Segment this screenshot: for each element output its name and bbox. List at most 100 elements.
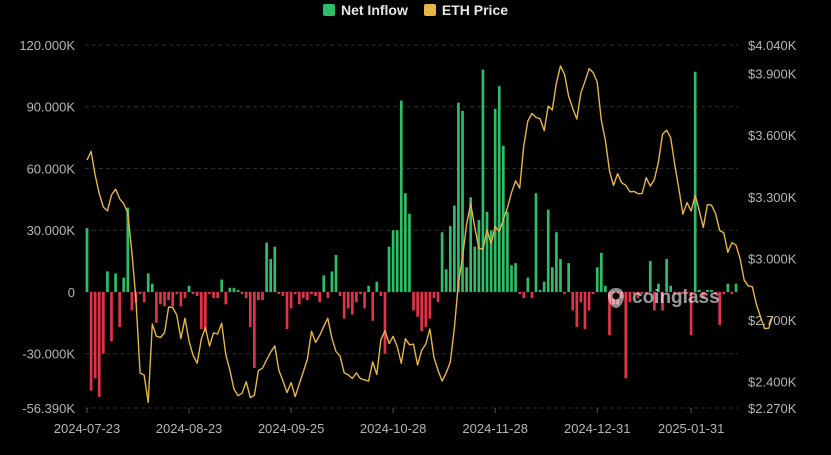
inflow-bar	[281, 291, 285, 297]
inflow-bar	[734, 283, 738, 292]
inflow-bar	[408, 213, 411, 292]
inflow-bar	[126, 207, 130, 292]
inflow-bar	[391, 230, 395, 292]
inflow-bar	[571, 291, 575, 311]
inflow-bar	[240, 291, 244, 295]
inflow-bar	[101, 291, 105, 354]
inflow-bar	[330, 271, 334, 292]
inflow-bar	[285, 291, 289, 329]
inflow-bar	[114, 273, 117, 292]
inflow-bar	[110, 291, 113, 342]
inflow-bar	[142, 291, 146, 303]
inflow-bar	[444, 269, 448, 292]
inflow-bar	[310, 291, 313, 295]
inflow-bar	[371, 291, 375, 321]
inflow-bar	[85, 228, 89, 292]
inflow-bar	[665, 259, 668, 292]
inflow-bar	[477, 219, 481, 292]
y-right-tick-label: $4.040K	[748, 38, 797, 53]
inflow-bar	[204, 291, 207, 332]
inflow-bar	[301, 291, 305, 299]
inflow-bar	[338, 291, 342, 297]
x-tick-label: 2024-09-25	[258, 421, 325, 436]
legend: Net Inflow ETH Price	[0, 2, 831, 18]
inflow-bar	[412, 291, 415, 311]
inflow-bar	[522, 291, 526, 299]
y-right-tick-label: $2.400K	[748, 374, 797, 389]
inflow-bar	[265, 242, 268, 292]
y-right-tick-label: $3.600K	[748, 128, 797, 143]
inflow-bar	[171, 291, 175, 307]
x-tick-label: 2025-01-31	[658, 421, 725, 436]
inflow-bar	[122, 277, 126, 292]
inflow-bar	[277, 291, 281, 295]
inflow-bar	[628, 291, 632, 303]
inflow-bar	[587, 291, 591, 311]
x-tick-label: 2024-10-28	[360, 421, 427, 436]
inflow-bar	[375, 281, 379, 292]
inflow-bar	[542, 281, 546, 292]
legend-item-net-inflow[interactable]: Net Inflow	[322, 2, 408, 18]
inflow-bar	[118, 291, 121, 327]
inflow-bar	[669, 285, 673, 292]
inflow-bar	[155, 291, 158, 323]
inflow-bar	[559, 259, 562, 292]
inflow-bar	[97, 291, 101, 397]
inflow-bar	[693, 71, 697, 292]
y-left-tick-label: 60.000K	[27, 161, 76, 176]
inflow-bar	[306, 291, 309, 301]
legend-label-eth-price: ETH Price	[441, 2, 509, 18]
inflow-bar	[334, 254, 338, 292]
inflow-bar	[379, 291, 383, 297]
inflow-bar	[232, 287, 236, 292]
inflow-bar	[297, 291, 301, 305]
inflow-bar	[591, 291, 595, 295]
inflow-bar	[420, 291, 424, 332]
inflow-bar	[432, 291, 436, 299]
inflow-bar	[697, 289, 701, 292]
inflow-bar	[726, 283, 730, 292]
inflow-bar	[530, 291, 534, 299]
inflow-bar	[710, 289, 713, 292]
inflow-bar	[661, 291, 664, 311]
inflow-bar	[175, 291, 179, 295]
coinglass-logo-icon	[608, 288, 624, 308]
y-left-tick-label: 120.000K	[19, 38, 75, 53]
inflow-bar	[506, 211, 509, 292]
y-right-tick-label: $3.000K	[748, 251, 797, 266]
y-left-tick-label: -30.000K	[22, 347, 75, 362]
inflow-bar	[167, 291, 170, 301]
inflow-bar	[469, 197, 473, 292]
x-tick-label: 2024-12-31	[564, 421, 631, 436]
inflow-bar	[640, 291, 644, 295]
inflow-bar	[632, 291, 636, 295]
inflow-bar	[183, 291, 187, 299]
y-left-tick-label: 0	[68, 285, 75, 300]
inflow-bar	[355, 291, 358, 303]
inflow-bar	[195, 291, 199, 297]
inflow-bar	[224, 291, 228, 305]
inflow-bar	[510, 265, 513, 292]
inflow-bar	[461, 110, 464, 292]
inflow-bar	[514, 263, 517, 292]
inflow-bar	[538, 289, 542, 292]
inflow-bar	[555, 232, 558, 292]
inflow-bar	[199, 291, 203, 329]
inflow-bar	[453, 205, 456, 292]
inflow-bar	[383, 291, 387, 354]
legend-swatch-net-inflow	[322, 4, 335, 16]
inflow-bar	[257, 291, 260, 301]
inflow-bar	[326, 291, 330, 299]
inflow-bar	[367, 285, 370, 292]
inflow-bar	[677, 291, 681, 295]
inflow-bar	[322, 275, 326, 292]
inflow-bar	[146, 273, 150, 292]
y-right-tick-label: $2.270K	[748, 401, 797, 416]
legend-item-eth-price[interactable]: ETH Price	[423, 2, 509, 18]
inflow-bar	[648, 261, 652, 292]
inflow-bar	[289, 291, 293, 309]
inflow-bar	[599, 252, 603, 292]
inflow-bar	[163, 291, 166, 307]
inflow-bar	[106, 271, 109, 292]
inflow-bar	[273, 246, 277, 292]
